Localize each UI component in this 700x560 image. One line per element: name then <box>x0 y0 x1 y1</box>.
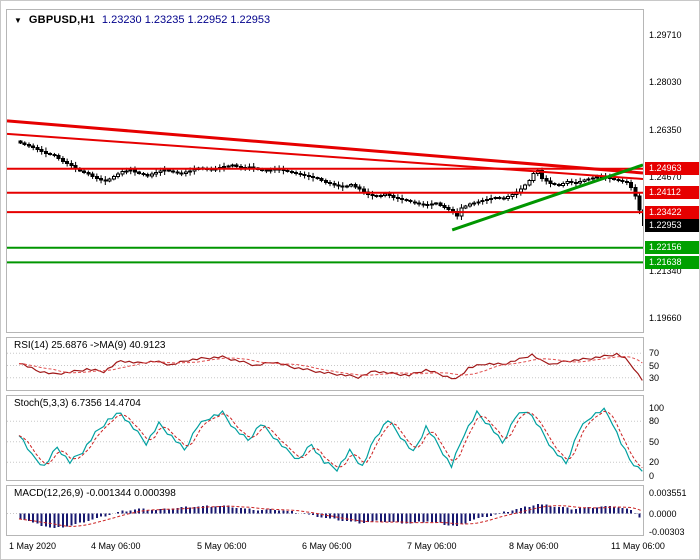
time-axis-label: 4 May 06:00 <box>91 541 141 551</box>
stochastic-panel[interactable]: Stoch(5,3,3) 6.7356 14.4704 <box>6 395 644 481</box>
stoch-tick: 100 <box>649 403 665 413</box>
resistance-price-flag: 1.23422 <box>645 206 699 219</box>
rsi-tick: 30 <box>649 373 660 383</box>
time-axis-label: 1 May 2020 <box>9 541 57 551</box>
price-tick: 1.26350 <box>649 125 682 135</box>
collapse-arrow-icon[interactable]: ▼ <box>14 15 22 25</box>
time-axis-label: 8 May 06:00 <box>509 541 559 551</box>
candlestick-canvas[interactable] <box>7 10 643 332</box>
chart-header: ▼ GBPUSD,H1 1.23230 1.23235 1.22952 1.22… <box>14 14 270 26</box>
macd-tick: -0.00303 <box>649 527 685 537</box>
ohlc-values: 1.23230 1.23235 1.22952 1.22953 <box>101 14 271 26</box>
price-axis[interactable]: 1.29710 1.28030 1.26350 1.24670 1.22990 … <box>645 1 699 559</box>
stoch-tick: 50 <box>649 437 660 447</box>
current-price-flag: 1.22953 <box>645 219 699 232</box>
stoch-tick: 0 <box>649 471 655 481</box>
stochastic-canvas[interactable] <box>7 396 643 480</box>
rsi-tick: 70 <box>649 348 660 358</box>
stoch-tick: 80 <box>649 416 660 426</box>
time-axis-label: 11 May 06:00 <box>611 541 665 551</box>
rsi-panel[interactable]: RSI(14) 25.6876 ->MA(9) 40.9123 <box>6 337 644 391</box>
macd-tick: 0.003551 <box>649 488 687 498</box>
resistance-price-flag: 1.24112 <box>645 186 699 199</box>
time-axis[interactable]: 1 May 2020 4 May 06:00 5 May 06:00 6 May… <box>6 541 699 555</box>
macd-label: MACD(12,26,9) -0.001344 0.000398 <box>14 488 176 499</box>
time-axis-label: 7 May 06:00 <box>407 541 457 551</box>
rsi-canvas[interactable] <box>7 338 643 390</box>
macd-tick: 0.0000 <box>649 509 677 519</box>
rsi-label: RSI(14) 25.6876 ->MA(9) 40.9123 <box>14 340 166 351</box>
macd-canvas[interactable] <box>7 486 643 535</box>
price-tick: 1.19660 <box>649 313 682 323</box>
resistance-price-flag: 1.24963 <box>645 162 699 175</box>
rsi-tick: 50 <box>649 361 660 371</box>
symbol-timeframe-label: GBPUSD,H1 <box>28 14 95 26</box>
price-tick: 1.21340 <box>649 266 682 276</box>
support-price-flag: 1.21638 <box>645 256 699 269</box>
main-chart-panel[interactable]: ▼ GBPUSD,H1 1.23230 1.23235 1.22952 1.22… <box>6 9 644 333</box>
price-tick: 1.29710 <box>649 30 682 40</box>
stoch-tick: 20 <box>649 457 660 467</box>
macd-panel[interactable]: MACD(12,26,9) -0.001344 0.000398 <box>6 485 644 536</box>
time-axis-label: 6 May 06:00 <box>302 541 352 551</box>
price-tick: 1.28030 <box>649 77 682 87</box>
time-axis-label: 5 May 06:00 <box>197 541 247 551</box>
stochastic-label: Stoch(5,3,3) 6.7356 14.4704 <box>14 398 141 409</box>
support-price-flag: 1.22156 <box>645 241 699 254</box>
price-tick: 1.24670 <box>649 172 682 182</box>
